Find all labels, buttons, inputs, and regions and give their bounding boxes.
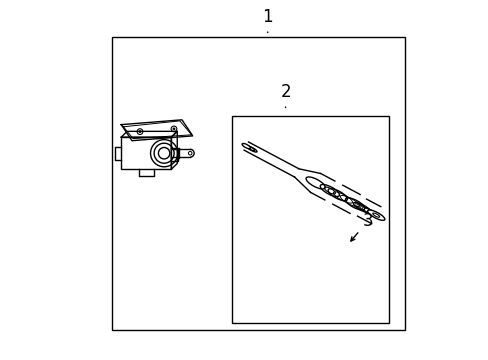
Text: 1: 1 bbox=[262, 9, 272, 32]
Bar bbox=[231, 116, 388, 323]
Ellipse shape bbox=[367, 210, 384, 220]
Text: 2: 2 bbox=[280, 84, 290, 108]
Text: 3: 3 bbox=[350, 212, 372, 241]
Circle shape bbox=[139, 131, 141, 133]
Ellipse shape bbox=[242, 143, 250, 149]
Circle shape bbox=[173, 128, 175, 130]
Bar bbox=[112, 37, 405, 330]
Bar bbox=[121, 137, 171, 169]
